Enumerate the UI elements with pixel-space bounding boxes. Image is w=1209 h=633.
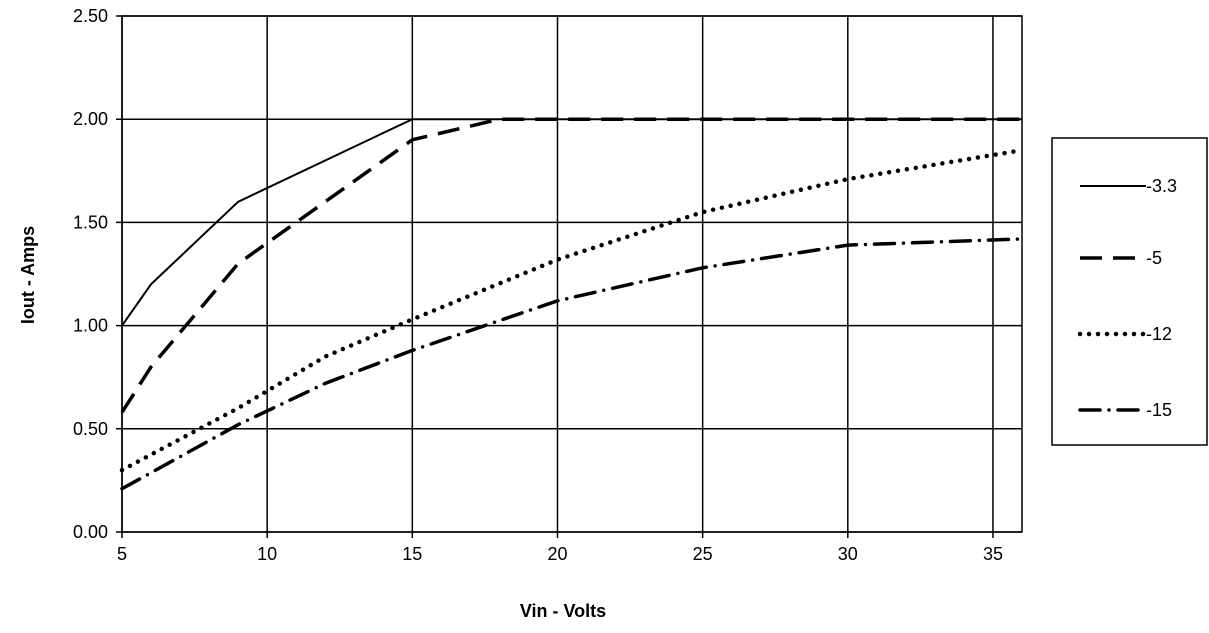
x-axis-title: Vin - Volts <box>520 601 606 621</box>
y-tick-label: 2.50 <box>73 6 108 26</box>
x-tick-label: 10 <box>257 544 277 564</box>
legend-label: -3.3 <box>1146 176 1177 196</box>
grid-layer <box>116 15 1023 538</box>
x-tick-label: 5 <box>117 544 127 564</box>
series-layer <box>119 117 1025 491</box>
legend-label: -12 <box>1146 324 1172 344</box>
legend: -3.3 -5 -12 -15 <box>1051 137 1208 446</box>
legend-box <box>1051 137 1208 446</box>
series-line-3 <box>120 237 1024 491</box>
y-tick-label: 0.50 <box>73 419 108 439</box>
x-tick-label: 20 <box>547 544 567 564</box>
x-tick-label: 15 <box>402 544 422 564</box>
legend-label: -5 <box>1146 248 1162 268</box>
series-line-1 <box>120 117 1022 414</box>
x-tick-label: 35 <box>983 544 1003 564</box>
y-axis-title: Iout - Amps <box>18 226 38 324</box>
legend-label: -15 <box>1146 400 1172 420</box>
y-tick-label: 1.00 <box>73 316 108 336</box>
series-line-2 <box>119 147 1025 473</box>
y-tick-label: 2.00 <box>73 109 108 129</box>
axis-layer: 5 10 15 20 25 30 35 0.00 0.50 1.00 1.50 2.00 2.50 <box>73 6 1003 564</box>
x-tick-label: 30 <box>838 544 858 564</box>
y-tick-label: 0.00 <box>73 522 108 542</box>
y-tick-label: 1.50 <box>73 212 108 232</box>
x-tick-label: 25 <box>693 544 713 564</box>
plot-frame <box>121 15 1023 533</box>
